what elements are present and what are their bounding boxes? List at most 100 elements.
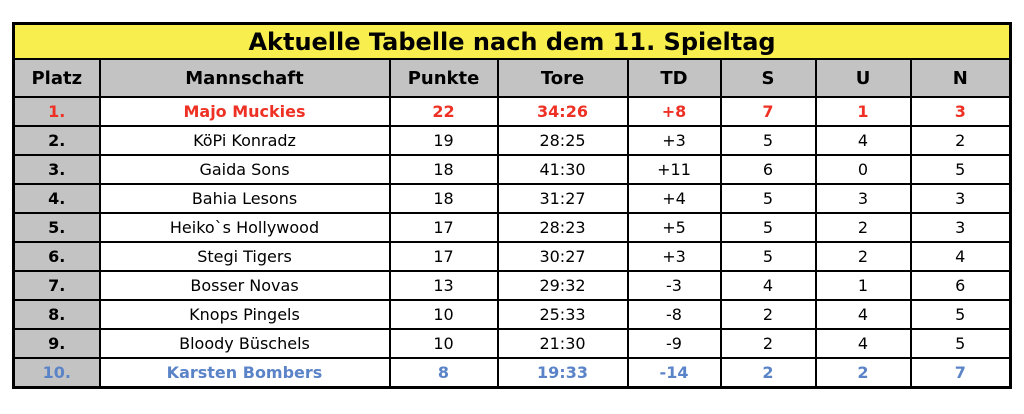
cell-mannschaft: Bosser Novas <box>98 270 391 301</box>
cell-s: 4 <box>719 270 817 301</box>
table-title: Aktuelle Tabelle nach dem 11. Spieltag <box>12 22 1012 60</box>
cell-s: 7 <box>719 96 817 127</box>
cell-td: -9 <box>626 328 722 359</box>
col-header-n: N <box>909 58 1012 98</box>
cell-s: 5 <box>719 125 817 156</box>
cell-td: +3 <box>626 241 722 272</box>
cell-punkte: 17 <box>388 212 499 243</box>
cell-td: -8 <box>626 299 722 330</box>
table-row: 7. Bosser Novas 13 29:32 -3 4 1 6 <box>12 270 1012 301</box>
cell-u: 1 <box>814 96 912 127</box>
cell-s: 2 <box>719 357 817 389</box>
cell-tore: 29:32 <box>496 270 629 301</box>
table-row: 4. Bahia Lesons 18 31:27 +4 5 3 3 <box>12 183 1012 214</box>
cell-td: +5 <box>626 212 722 243</box>
table-row: 5. Heiko`s Hollywood 17 28:23 +5 5 2 3 <box>12 212 1012 243</box>
cell-n: 3 <box>909 96 1012 127</box>
cell-mannschaft: Knops Pingels <box>98 299 391 330</box>
cell-u: 0 <box>814 154 912 185</box>
cell-mannschaft: Karsten Bombers <box>98 357 391 389</box>
cell-u: 2 <box>814 241 912 272</box>
col-header-s: S <box>719 58 817 98</box>
cell-tore: 41:30 <box>496 154 629 185</box>
cell-n: 3 <box>909 212 1012 243</box>
cell-punkte: 19 <box>388 125 499 156</box>
standings-body: 1. Majo Muckies 22 34:26 +8 7 1 3 2. KöPi Konradz… <box>12 96 1012 389</box>
cell-platz: 4. <box>12 183 101 214</box>
cell-tore: 28:25 <box>496 125 629 156</box>
cell-punkte: 17 <box>388 241 499 272</box>
cell-s: 2 <box>719 328 817 359</box>
cell-platz: 1. <box>12 96 101 127</box>
cell-n: 3 <box>909 183 1012 214</box>
cell-n: 2 <box>909 125 1012 156</box>
title-row: Aktuelle Tabelle nach dem 11. Spieltag <box>12 22 1012 60</box>
cell-mannschaft: Stegi Tigers <box>98 241 391 272</box>
cell-platz: 6. <box>12 241 101 272</box>
cell-tore: 21:30 <box>496 328 629 359</box>
cell-platz: 9. <box>12 328 101 359</box>
cell-mannschaft: Bloody Büschels <box>98 328 391 359</box>
cell-tore: 28:23 <box>496 212 629 243</box>
cell-punkte: 18 <box>388 183 499 214</box>
cell-platz: 5. <box>12 212 101 243</box>
col-header-punkte: Punkte <box>388 58 499 98</box>
col-header-platz: Platz <box>12 58 101 98</box>
cell-platz: 10. <box>12 357 101 389</box>
cell-punkte: 13 <box>388 270 499 301</box>
cell-u: 3 <box>814 183 912 214</box>
cell-platz: 2. <box>12 125 101 156</box>
table-row: 2. KöPi Konradz 19 28:25 +3 5 4 2 <box>12 125 1012 156</box>
cell-tore: 34:26 <box>496 96 629 127</box>
cell-tore: 31:27 <box>496 183 629 214</box>
cell-s: 2 <box>719 299 817 330</box>
table-row: 10. Karsten Bombers 8 19:33 -14 2 2 7 <box>12 357 1012 389</box>
cell-s: 5 <box>719 241 817 272</box>
table-row: 6. Stegi Tigers 17 30:27 +3 5 2 4 <box>12 241 1012 272</box>
cell-punkte: 22 <box>388 96 499 127</box>
table-row: 8. Knops Pingels 10 25:33 -8 2 4 5 <box>12 299 1012 330</box>
cell-td: +3 <box>626 125 722 156</box>
cell-tore: 25:33 <box>496 299 629 330</box>
cell-tore: 30:27 <box>496 241 629 272</box>
cell-td: -14 <box>626 357 722 389</box>
cell-u: 4 <box>814 328 912 359</box>
cell-s: 5 <box>719 183 817 214</box>
col-header-tore: Tore <box>496 58 629 98</box>
cell-s: 5 <box>719 212 817 243</box>
cell-punkte: 10 <box>388 299 499 330</box>
cell-punkte: 10 <box>388 328 499 359</box>
cell-n: 7 <box>909 357 1012 389</box>
cell-u: 1 <box>814 270 912 301</box>
header-row: Platz Mannschaft Punkte Tore TD S U N <box>12 58 1012 98</box>
cell-platz: 8. <box>12 299 101 330</box>
cell-platz: 3. <box>12 154 101 185</box>
league-standings-table: Aktuelle Tabelle nach dem 11. Spieltag P… <box>12 22 1013 389</box>
cell-n: 6 <box>909 270 1012 301</box>
cell-n: 5 <box>909 154 1012 185</box>
cell-n: 4 <box>909 241 1012 272</box>
table-row: 9. Bloody Büschels 10 21:30 -9 2 4 5 <box>12 328 1012 359</box>
cell-n: 5 <box>909 299 1012 330</box>
col-header-u: U <box>814 58 912 98</box>
col-header-td: TD <box>626 58 722 98</box>
table-row: 1. Majo Muckies 22 34:26 +8 7 1 3 <box>12 96 1012 127</box>
cell-tore: 19:33 <box>496 357 629 389</box>
cell-punkte: 8 <box>388 357 499 389</box>
cell-n: 5 <box>909 328 1012 359</box>
table-row: 3. Gaida Sons 18 41:30 +11 6 0 5 <box>12 154 1012 185</box>
cell-mannschaft: KöPi Konradz <box>98 125 391 156</box>
cell-punkte: 18 <box>388 154 499 185</box>
cell-td: -3 <box>626 270 722 301</box>
cell-platz: 7. <box>12 270 101 301</box>
cell-td: +4 <box>626 183 722 214</box>
cell-u: 2 <box>814 212 912 243</box>
cell-mannschaft: Bahia Lesons <box>98 183 391 214</box>
cell-mannschaft: Majo Muckies <box>98 96 391 127</box>
cell-u: 4 <box>814 299 912 330</box>
cell-mannschaft: Heiko`s Hollywood <box>98 212 391 243</box>
cell-u: 4 <box>814 125 912 156</box>
cell-mannschaft: Gaida Sons <box>98 154 391 185</box>
col-header-mannschaft: Mannschaft <box>98 58 391 98</box>
cell-u: 2 <box>814 357 912 389</box>
